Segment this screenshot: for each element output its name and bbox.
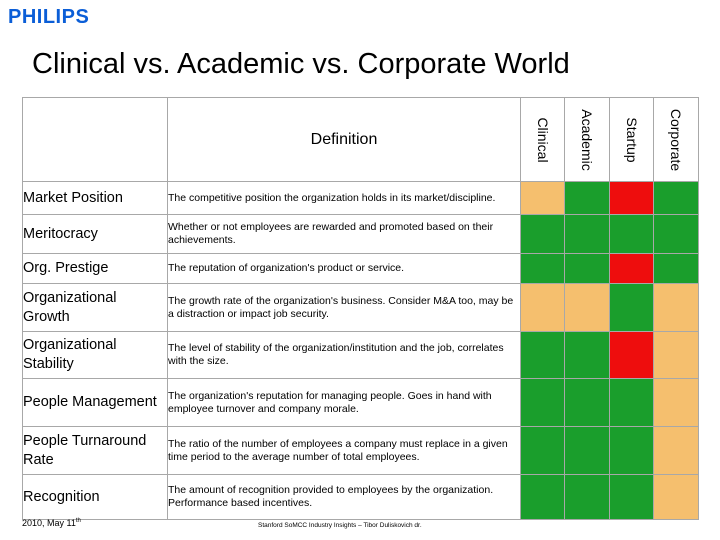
column-header-clinical: Clinical [520,97,565,182]
rating-cell-startup [609,474,654,520]
row-definition: The growth rate of the organization's bu… [167,283,521,332]
rating-cell-academic [564,378,610,427]
row-definition: The ratio of the number of employees a c… [167,426,521,475]
rating-cell-clinical [520,474,565,520]
rating-cell-academic [564,331,610,379]
rating-cell-academic [564,283,610,332]
table-row: People Management The organization's repu… [22,378,699,427]
column-header-academic: Academic [564,97,610,182]
comparison-table: Definition Clinical Academic Startup Cor… [22,97,699,520]
row-label: Market Position [22,181,168,215]
rating-cell-startup [609,283,654,332]
footer-date: 2010, May 11th [22,518,81,528]
rating-cell-clinical [520,378,565,427]
row-definition: The level of stability of the organizati… [167,331,521,379]
table-row: Meritocracy Whether or not employees are … [22,214,699,254]
rating-cell-clinical [520,426,565,475]
rating-cell-clinical [520,331,565,379]
table-row: Organizational Growth The growth rate of … [22,283,699,332]
rating-cell-clinical [520,283,565,332]
rating-cell-corporate [653,378,699,427]
rating-cell-corporate [653,426,699,475]
rating-cell-corporate [653,283,699,332]
column-header-label: Startup [623,116,640,163]
row-label: People Management [22,378,168,427]
rating-cell-startup [609,181,654,215]
column-header-startup: Startup [609,97,654,182]
rating-cell-academic [564,474,610,520]
row-definition: The organization's reputation for managi… [167,378,521,427]
row-label: People Turnaround Rate [22,426,168,475]
rating-cell-startup [609,331,654,379]
table-row: Market Position The competitive position … [22,181,699,215]
table-row: Organizational Stability The level of sta… [22,331,699,379]
header-corner-cell [22,97,168,182]
row-label: Organizational Stability [22,331,168,379]
table-row: People Turnaround Rate The ratio of the n… [22,426,699,475]
page-title: Clinical vs. Academic vs. Corporate Worl… [32,48,570,80]
rating-cell-startup [609,426,654,475]
rating-cell-corporate [653,214,699,254]
column-header-corporate: Corporate [653,97,699,182]
footer-date-text: 2010, May 11 [22,518,76,528]
row-definition: The amount of recognition provided to em… [167,474,521,520]
row-label: Org. Prestige [22,253,168,284]
row-definition: The reputation of organization's product… [167,253,521,284]
table-row: Org. Prestige The reputation of organizat… [22,253,699,284]
rating-cell-corporate [653,253,699,284]
footer-source: Stanford SoMCC Industry Insights – Tibor… [258,522,422,529]
rating-cell-academic [564,426,610,475]
philips-logo: PHILIPS [8,6,90,28]
rating-cell-academic [564,214,610,254]
rating-cell-startup [609,214,654,254]
rating-cell-corporate [653,181,699,215]
definition-header: Definition [167,97,521,182]
column-header-label: Clinical [534,116,551,163]
rating-cell-startup [609,253,654,284]
rating-cell-corporate [653,331,699,379]
row-label: Meritocracy [22,214,168,254]
rating-cell-startup [609,378,654,427]
column-header-label: Corporate [668,108,684,171]
rating-cell-clinical [520,181,565,215]
rating-cell-academic [564,253,610,284]
table-header-row: Definition Clinical Academic Startup Cor… [22,97,699,182]
row-definition: The competitive position the organizatio… [167,181,521,215]
row-label: Recognition [22,474,168,520]
rating-cell-corporate [653,474,699,520]
column-header-label: Academic [579,108,595,171]
rating-cell-clinical [520,253,565,284]
table-row: Recognition The amount of recognition pro… [22,474,699,520]
row-definition: Whether or not employees are rewarded an… [167,214,521,254]
footer-date-suffix: th [75,518,81,524]
row-label: Organizational Growth [22,283,168,332]
rating-cell-clinical [520,214,565,254]
rating-cell-academic [564,181,610,215]
